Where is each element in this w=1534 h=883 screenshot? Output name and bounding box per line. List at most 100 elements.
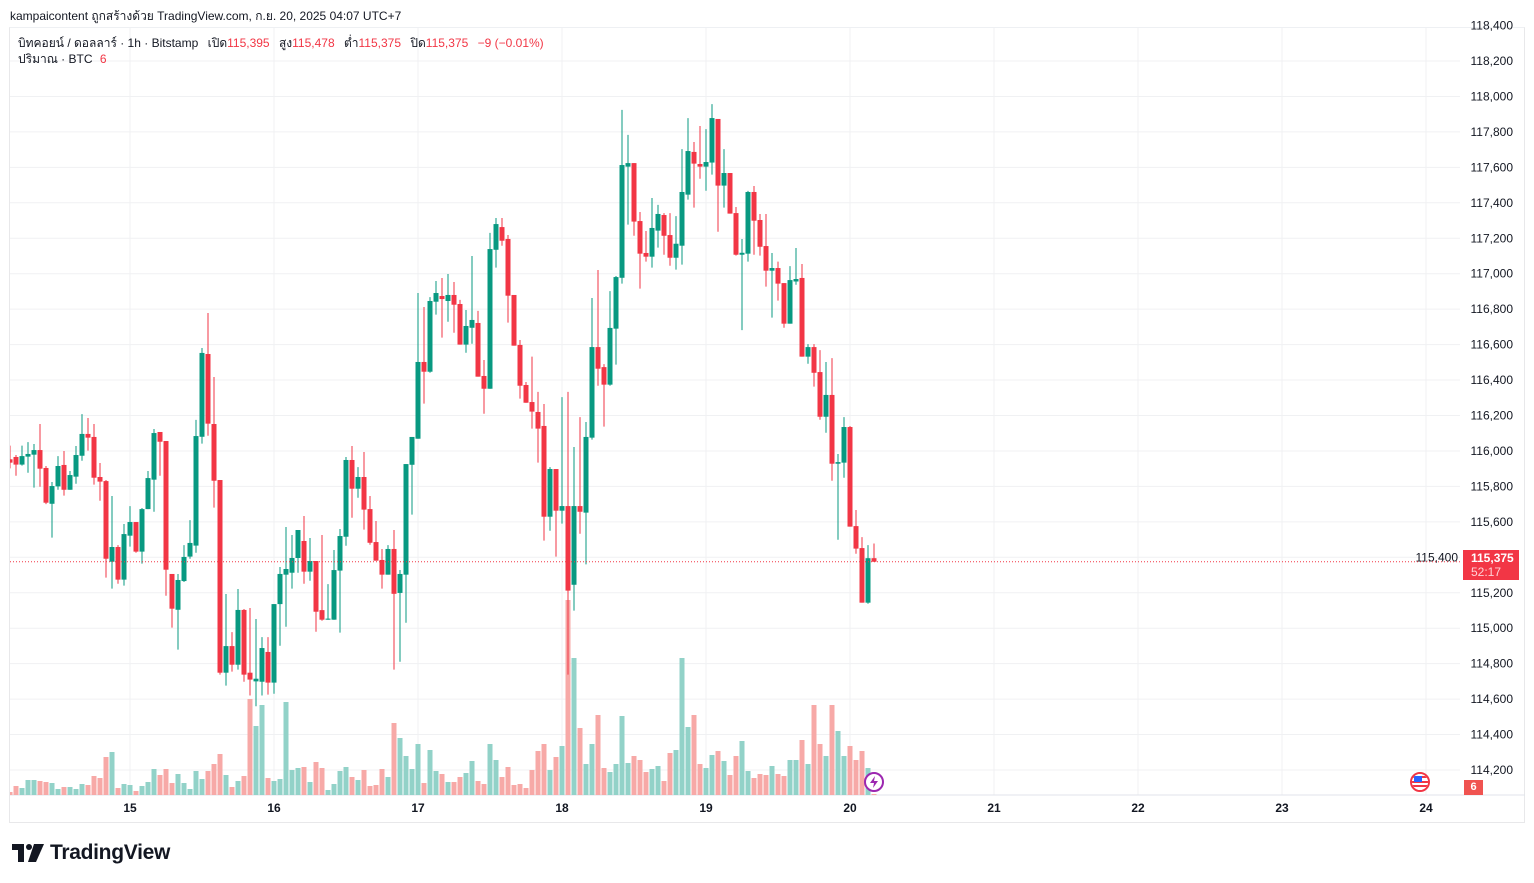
lightning-icon[interactable] [864,772,884,792]
volume-bar [427,750,433,795]
candle-body [775,268,781,284]
bar-countdown: 52:17 [1471,565,1502,579]
volume-bar [463,773,469,795]
candle-body [649,227,655,257]
tradingview-logo[interactable]: TradingView [12,841,170,865]
change-value: −9 (−0.01%) [477,36,544,50]
candle-body [223,646,229,673]
us-flag-event-icon[interactable] [1410,772,1430,792]
volume-bar [493,760,499,795]
price-axis-label: 118,200 [1471,54,1514,68]
candle-body [529,402,535,412]
volume-bar [661,781,667,795]
volume-bar [631,756,637,795]
volume-bar [517,784,523,795]
volume-bar [685,727,691,795]
candle-body [133,522,139,552]
candle-body [691,151,697,164]
volume-bar [379,769,385,795]
candle-body [169,573,175,609]
volume-bar [415,744,421,795]
candle-body [307,561,313,572]
candle-body [829,394,835,464]
candle-body [397,573,403,593]
volume-bar [337,771,343,795]
candle-body [865,558,871,603]
volume-bar [781,776,787,795]
candle-body [709,118,715,163]
volume-bar [229,787,235,795]
candle-body [433,293,439,302]
candle-body [313,561,319,612]
price-axis-label: 118,000 [1471,89,1514,103]
volume-bar [13,786,19,795]
volume-bar [223,775,229,795]
candle-body [301,540,307,572]
symbol-title[interactable]: บิทคอยน์ / ดอลลาร์ · 1h · Bitstamp [18,36,199,50]
candle-body [781,283,787,324]
candle-body [799,277,805,357]
volume-bar [37,781,43,795]
price-axis-label: 118,400 [1471,19,1514,33]
candle-body [337,536,343,571]
price-axis-label: 116,600 [1471,338,1514,352]
candle-body [583,436,589,513]
volume-bar [295,768,301,795]
candle-body [79,433,85,456]
candle-body [295,530,301,559]
candle-body [319,610,325,620]
candle-body [499,227,505,241]
candle-body [661,215,667,236]
volume-bar [535,751,541,795]
candle-body [565,506,571,591]
volume-bar [145,782,151,795]
legend-ohlc-row: บิทคอยน์ / ดอลลาร์ · 1h · Bitstamp เปิด1… [18,35,544,51]
volume-bar [265,778,271,795]
high-label: สูง [278,36,293,50]
volume-bar [277,779,283,795]
volume-bar [235,781,241,795]
volume-label[interactable]: ปริมาณ · BTC [18,52,93,66]
candle-body [205,353,211,424]
candle-body [505,238,511,296]
volume-bar [553,757,559,795]
volume-bar [673,750,679,795]
high-value: 115,478 [292,36,335,50]
candle-body [667,235,673,258]
candle-body [547,469,553,517]
candle-body [439,296,445,300]
candle-body [517,344,523,386]
volume-bar [421,783,427,795]
volume-bar [127,785,133,795]
time-axis-label: 24 [1419,801,1433,815]
volume-bar [721,761,727,795]
candle-body [469,319,475,328]
price-axis-label: 116,400 [1471,373,1514,387]
volume-bar [91,776,97,795]
volume-bar [271,781,277,795]
candle-body [589,347,595,438]
price-axis-label: 114,600 [1471,692,1514,706]
volume-bar [475,781,481,795]
events-count-badge[interactable]: 6 [1464,780,1483,795]
candle-body [787,280,793,324]
price-axis-label: 116,200 [1471,409,1514,423]
candle-body [739,252,745,255]
volume-bar [373,785,379,795]
candle-body [151,433,157,480]
volume-bar [829,705,835,795]
volume-bar [769,766,775,795]
volume-bar [697,764,703,795]
candle-body [211,424,217,481]
candle-body [751,191,757,221]
volume-bar [49,783,55,795]
candle-body [811,347,817,373]
candle-body [871,558,877,562]
volume-bar [577,728,583,795]
volume-bar [871,794,877,795]
volume-bar [199,779,205,795]
price-axis-label: 114,400 [1471,728,1514,742]
candle-body [553,469,559,511]
candle-body [55,466,61,487]
